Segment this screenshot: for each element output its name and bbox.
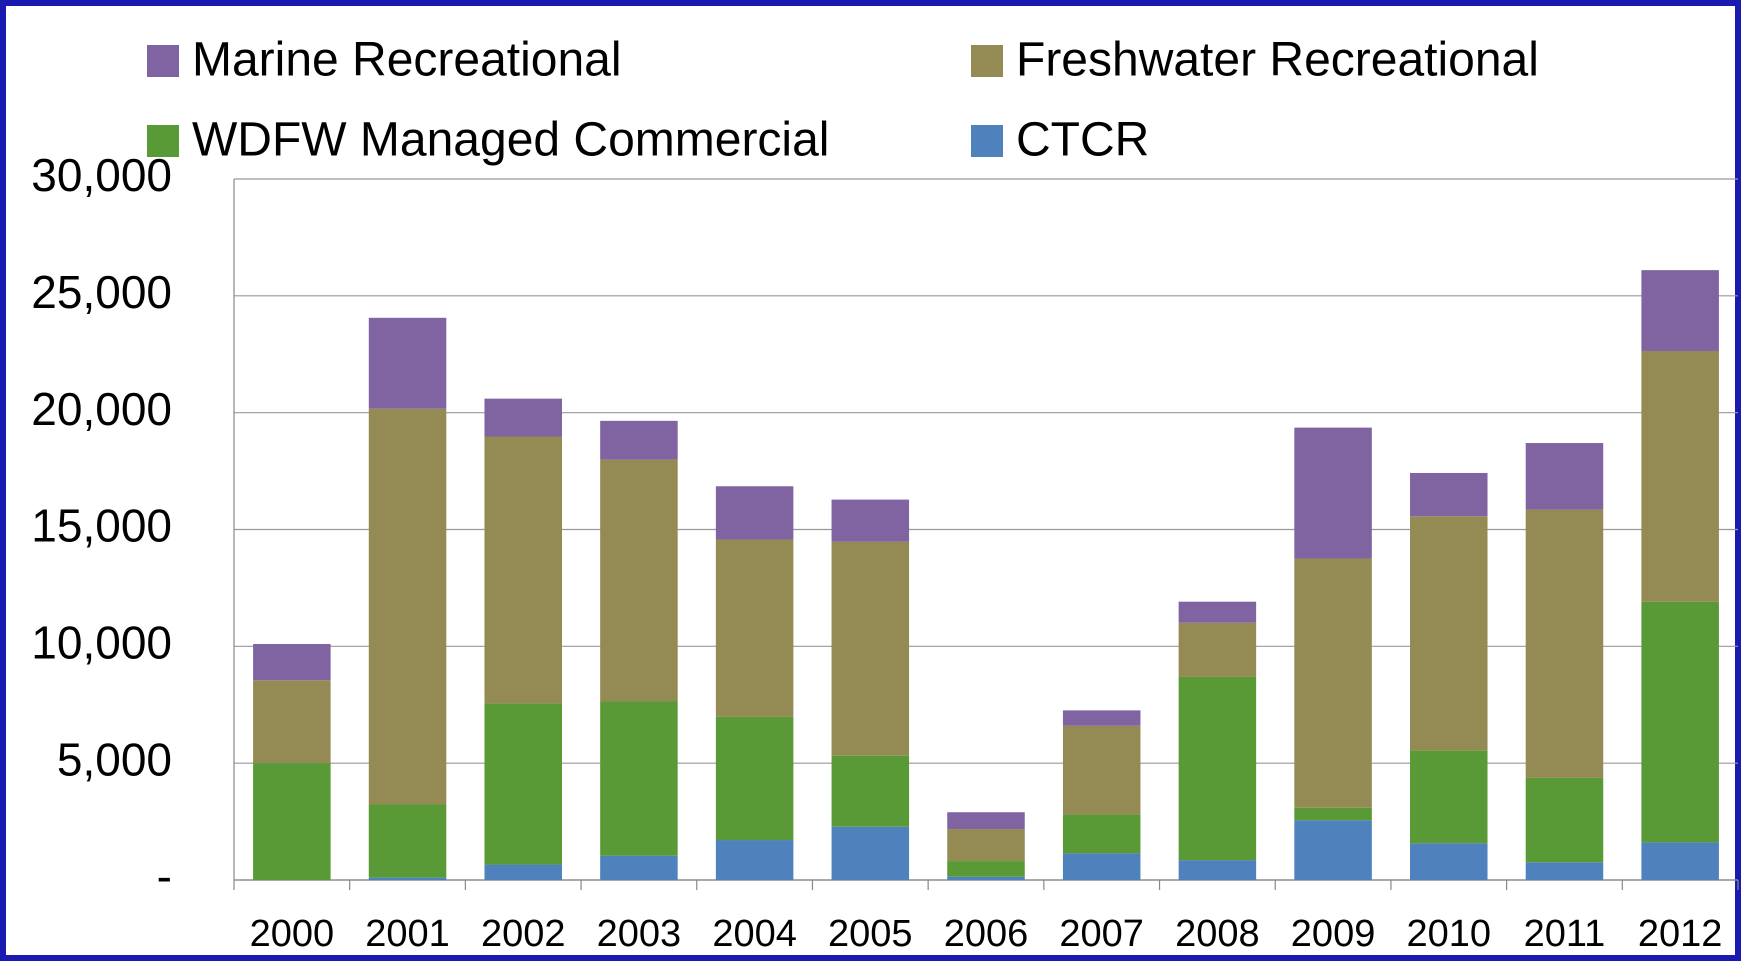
- legend-label: CTCR: [1016, 114, 1149, 167]
- y-tick-label: 5,000: [57, 733, 172, 785]
- x-tick-label: 2006: [944, 913, 1029, 955]
- bar-segment: [1525, 509, 1604, 778]
- bar-segment: [600, 701, 678, 856]
- bar-segment: [368, 804, 447, 878]
- bar-segment: [715, 716, 794, 841]
- bar-segment: [1294, 820, 1372, 880]
- bar-segment: [1062, 814, 1141, 854]
- bar-segment: [1525, 862, 1604, 880]
- bar-segment: [600, 855, 678, 880]
- bar-segment: [253, 643, 331, 681]
- x-tick-label: 2012: [1638, 913, 1723, 955]
- bar-segment: [368, 877, 447, 880]
- bar-segment: [1641, 842, 1719, 880]
- bar-segment: [1410, 843, 1488, 880]
- bar-segment: [1410, 516, 1488, 751]
- bar-segment: [1062, 725, 1141, 815]
- bar-segment: [484, 703, 562, 865]
- x-tick-label: 2005: [828, 913, 913, 955]
- bar-segment: [715, 539, 794, 717]
- bar-segment: [947, 812, 1025, 830]
- bar-segment: [1178, 622, 1257, 677]
- bar-segment: [368, 408, 447, 805]
- x-tick-label: 2000: [250, 913, 335, 955]
- bar-segment: [831, 541, 910, 756]
- x-tick-label: 2010: [1406, 913, 1491, 955]
- bar-segment: [831, 499, 910, 542]
- x-tick-label: 2003: [597, 913, 682, 955]
- bar-segment: [1410, 750, 1488, 844]
- bar-segment: [1641, 350, 1719, 602]
- bar-segment: [368, 317, 447, 409]
- bar-segment: [1062, 710, 1141, 726]
- bar-segment: [715, 486, 794, 540]
- y-tick-label: 20,000: [31, 383, 172, 435]
- legend-label: Marine Recreational: [192, 34, 622, 87]
- bar-segment: [1294, 558, 1372, 808]
- bar-segment: [1641, 601, 1719, 843]
- bar-segment: [484, 864, 562, 880]
- x-tick-label: 2009: [1291, 913, 1376, 955]
- bar-segment: [715, 840, 794, 880]
- bar-segment: [1525, 777, 1604, 863]
- bar-segment: [1641, 270, 1719, 351]
- bar-segment: [831, 755, 910, 827]
- y-tick-label: -: [157, 850, 172, 902]
- y-tick-label: 10,000: [31, 616, 172, 668]
- bar-segment: [1294, 807, 1372, 821]
- bar-segment: [484, 436, 562, 704]
- bar-segment: [1410, 472, 1488, 517]
- legend-swatch: [147, 125, 179, 157]
- legend-label: WDFW Managed Commercial: [192, 114, 829, 167]
- legend-swatch: [147, 45, 179, 77]
- x-tick-label: 2004: [712, 913, 797, 955]
- y-tick-label: 15,000: [31, 500, 172, 552]
- x-tick-label: 2001: [365, 913, 450, 955]
- legend-swatch: [971, 45, 1003, 77]
- y-tick-label: 25,000: [31, 266, 172, 318]
- x-tick-label: 2011: [1524, 913, 1606, 955]
- x-tick-label: 2002: [481, 913, 566, 955]
- bar-segment: [1178, 601, 1257, 623]
- bar-segment: [947, 876, 1025, 880]
- bar-segment: [600, 420, 678, 460]
- x-tick-label: 2008: [1175, 913, 1260, 955]
- bar-segment: [484, 398, 562, 437]
- bar-segment: [947, 829, 1025, 862]
- bar-segment: [1178, 860, 1257, 880]
- bar-segment: [1525, 443, 1604, 510]
- bar-segment: [947, 861, 1025, 877]
- legend-label: Freshwater Recreational: [1016, 34, 1539, 87]
- bar-segment: [1062, 853, 1141, 880]
- bar-segment: [253, 763, 331, 880]
- legend-swatch: [971, 125, 1003, 157]
- y-tick-label: 30,000: [31, 149, 172, 201]
- bar-segment: [600, 459, 678, 702]
- x-tick-label: 2007: [1059, 913, 1144, 955]
- bar-segment: [253, 680, 331, 764]
- bar-segment: [1178, 676, 1257, 861]
- bar-segment: [1294, 427, 1372, 559]
- bar-segment: [831, 826, 910, 880]
